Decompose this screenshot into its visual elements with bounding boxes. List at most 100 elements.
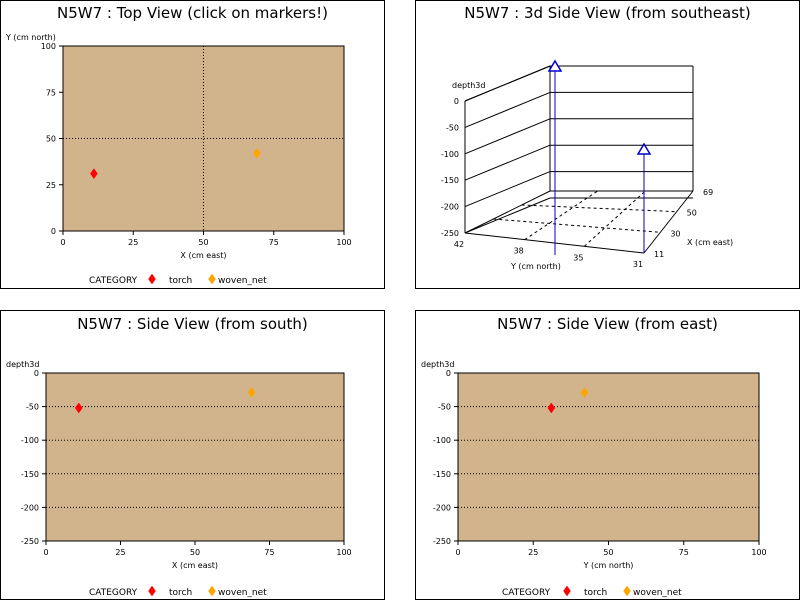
y-tick-label: -150	[433, 470, 451, 479]
legend-label-woven-net: woven_net	[218, 276, 267, 286]
legend-label-woven-net: woven_net	[633, 588, 682, 598]
legend-label-torch: torch	[584, 588, 607, 598]
x-tick-label: 75	[679, 548, 689, 557]
z-tick-label: -250	[441, 229, 459, 238]
south-view-chart: 0 25 50 75 100 0 -50 -100 -150 -200 -250 X (cm east…	[6, 360, 352, 598]
legend-marker-woven-net	[208, 273, 216, 285]
chart-title: N5W7 : Side View (from east)	[497, 315, 718, 333]
data-point-torch[interactable]	[90, 168, 98, 180]
floor-gridline	[583, 190, 646, 247]
legend-label-woven-net: woven_net	[218, 588, 267, 598]
data-point-woven-net[interactable]	[253, 147, 261, 159]
y-tick-label: 100	[41, 42, 56, 51]
y-tick-label: -100	[433, 436, 451, 445]
x-tick-label: 75	[269, 238, 279, 247]
chart-title: N5W7 : 3d Side View (from southeast)	[464, 4, 751, 22]
x-tick-label: 50	[687, 209, 697, 218]
x-axis-label: X (cm east)	[687, 238, 733, 247]
y-axis-label: Y (cm north)	[510, 262, 561, 271]
floor-gridline	[493, 218, 661, 233]
x-tick-label: 25	[115, 548, 125, 557]
floor-gridline	[524, 190, 598, 241]
z-tick-label: -150	[441, 176, 459, 185]
legend-marker-woven-net	[208, 585, 216, 597]
chart-title: N5W7 : Side View (from south)	[77, 315, 308, 333]
x-tick-label: 0	[60, 238, 65, 247]
y-axis-label: depth3d	[421, 360, 454, 369]
legend-label-torch: torch	[169, 276, 192, 286]
x-tick-label: 100	[336, 548, 351, 557]
plot-area	[457, 372, 760, 542]
y-tick-label: -200	[433, 503, 451, 512]
wall-gridline-left	[464, 65, 551, 102]
floor-gridline	[521, 204, 677, 213]
wall-gridline-left	[464, 91, 551, 128]
x-axis-label: X (cm east)	[172, 561, 218, 570]
south-view-panel: N5W7 : Side View (from south) 0 25 50 75 100…	[0, 310, 385, 600]
x-axis-label: X (cm east)	[180, 251, 226, 260]
legend-marker-torch	[563, 585, 571, 597]
wall-gridline-left	[464, 118, 551, 155]
y-tick-label: -250	[433, 537, 451, 546]
z-tick-label: -50	[446, 123, 459, 132]
x-tick-label: 0	[455, 548, 460, 557]
y-tick-label: 0	[34, 369, 39, 378]
x-tick-label: 50	[190, 548, 200, 557]
data-point-torch	[74, 402, 83, 414]
data-point-3d	[547, 59, 563, 72]
plot-area	[45, 372, 345, 542]
y-tick-label: 75	[46, 88, 56, 97]
y-tick-label: -50	[438, 403, 451, 412]
z-axis-label: depth3d	[452, 81, 485, 90]
z-tick-label: 0	[454, 97, 459, 106]
legend-marker-torch	[148, 273, 156, 285]
z-tick-label: -100	[441, 150, 459, 159]
data-point-torch	[547, 402, 556, 414]
y-tick-label: 42	[454, 240, 464, 249]
legend-marker-torch	[148, 585, 156, 597]
y-tick-label: 35	[573, 253, 583, 262]
data-point-3d	[636, 142, 652, 155]
data-point-woven-net	[247, 387, 256, 398]
y-axis-label: depth3d	[6, 360, 39, 369]
y-axis-label: Y (cm north)	[5, 33, 56, 42]
y-tick-label: 0	[446, 369, 451, 378]
east-view-chart: 0 25 50 75 100 0 -50 -100 -150 -200 -250 Y (cm nort…	[421, 360, 767, 598]
floor-back-left	[464, 190, 551, 234]
wall-gridline-left	[464, 171, 551, 208]
wall-gridline-left	[464, 197, 551, 234]
x-tick-label: 50	[603, 548, 613, 557]
x-tick-label: 50	[198, 238, 208, 247]
east-view-panel: N5W7 : Side View (from east) 0 25 50 75 100 0…	[415, 310, 800, 600]
y-tick-label: -50	[26, 403, 39, 412]
3d-view-panel: N5W7 : 3d Side View (from southeast) 0 -5…	[415, 0, 800, 289]
x-tick-label: 100	[336, 238, 351, 247]
x-tick-label: 75	[264, 548, 274, 557]
x-tick-label: 25	[528, 548, 538, 557]
legend-title: CATEGORY	[502, 588, 551, 598]
x-tick-label: 25	[128, 238, 138, 247]
3d-view-chart: 0 -50 -100 -150 -200 -250 depth3d 42 38 35 31 Y (cm…	[441, 59, 733, 271]
y-tick-label: -250	[21, 537, 39, 546]
floor-front-right-edge	[643, 190, 694, 254]
x-tick-label: 0	[43, 548, 48, 557]
legend-title: CATEGORY	[89, 588, 138, 598]
y-tick-label: 38	[514, 247, 524, 256]
x-tick-label: 11	[654, 250, 664, 259]
y-tick-label: -100	[21, 436, 39, 445]
top-view-panel: N5W7 : Top View (click on markers!) 0 25 5…	[0, 0, 385, 289]
legend-label-torch: torch	[169, 588, 192, 598]
legend-marker-woven-net	[623, 585, 631, 597]
x-tick-label: 69	[703, 188, 713, 197]
chart-title: N5W7 : Top View (click on markers!)	[57, 4, 328, 22]
x-tick-label: 100	[751, 548, 766, 557]
x-axis-label: Y (cm north)	[583, 561, 634, 570]
x-tick-label: 30	[670, 229, 680, 238]
y-tick-label: 50	[46, 135, 56, 144]
legend-title: CATEGORY	[89, 276, 138, 286]
z-tick-label: -200	[441, 203, 459, 212]
y-tick-label: -200	[21, 503, 39, 512]
y-tick-label: 0	[51, 227, 56, 236]
y-tick-label: -150	[21, 470, 39, 479]
top-view-chart: 0 25 50 75 100 0 25 50 75 100 X (cm east) Y (cm nor…	[5, 33, 352, 286]
